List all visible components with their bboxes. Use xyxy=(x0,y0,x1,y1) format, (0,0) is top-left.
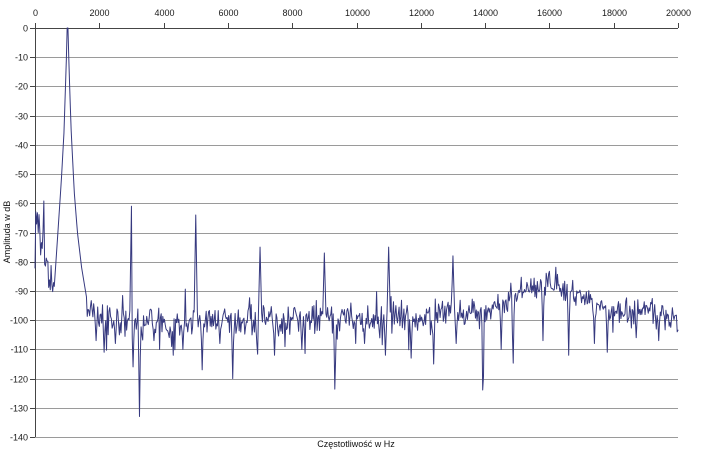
y-axis-title: Amplituda w dB xyxy=(2,201,12,264)
x-tick-label: 20000 xyxy=(666,8,691,18)
x-tick-label: 12000 xyxy=(409,8,434,18)
tick-marks xyxy=(30,23,679,438)
x-tick-label: 4000 xyxy=(154,8,174,18)
y-tick-label: -50 xyxy=(15,170,28,180)
y-tick-label: -140 xyxy=(10,433,28,443)
x-tick-label: 16000 xyxy=(537,8,562,18)
y-tick-label: -90 xyxy=(15,287,28,297)
x-tick-label: 18000 xyxy=(602,8,627,18)
y-tick-label: -100 xyxy=(10,316,28,326)
y-tick-label: -40 xyxy=(15,141,28,151)
spectrum-line xyxy=(34,27,679,418)
y-tick-label: -30 xyxy=(15,112,28,122)
x-tick-label: 8000 xyxy=(282,8,302,18)
y-tick-label: -60 xyxy=(15,199,28,209)
y-tick-label: -80 xyxy=(15,258,28,268)
x-tick-label: 0 xyxy=(33,8,38,18)
x-tick-label: 2000 xyxy=(89,8,109,18)
x-tick-labels: 0 2000 4000 6000 8000 10000 12000 14000 16000 180… xyxy=(33,8,691,18)
spectrum-series xyxy=(34,27,679,418)
y-tick-label: -70 xyxy=(15,229,28,239)
y-tick-label: -20 xyxy=(15,82,28,92)
y-tick-label: -130 xyxy=(10,404,28,414)
x-tick-label: 14000 xyxy=(473,8,498,18)
y-tick-label: -110 xyxy=(11,345,28,355)
x-tick-label: 10000 xyxy=(345,8,370,18)
x-tick-label: 6000 xyxy=(218,8,238,18)
gridlines xyxy=(35,57,678,438)
y-tick-labels: 0 -10 -20 -30 -40 -50 -60 -70 -80 -90 -100 -110 -120… xyxy=(10,24,28,443)
x-axis-title: Częstotliwość w Hz xyxy=(317,439,395,449)
y-tick-label: -10 xyxy=(15,53,28,63)
y-tick-label: 0 xyxy=(23,24,28,34)
y-tick-label: -120 xyxy=(10,375,28,385)
